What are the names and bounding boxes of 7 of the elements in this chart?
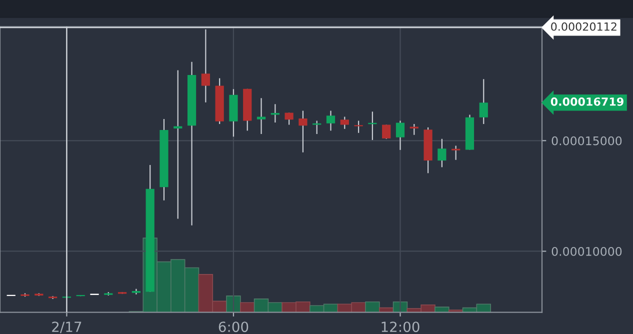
ref-line-label: 0.00020112 <box>551 22 616 31</box>
x-tick-label: 12:00 <box>382 322 420 332</box>
y-tick-label: 0.00015000 <box>552 136 622 146</box>
text: 0.00016719 <box>550 97 624 106</box>
y-tick-label: 0.00010000 <box>552 246 622 256</box>
x-tick-label: 2/17 <box>52 322 82 334</box>
x-tick-label: 6:00 <box>218 322 248 332</box>
